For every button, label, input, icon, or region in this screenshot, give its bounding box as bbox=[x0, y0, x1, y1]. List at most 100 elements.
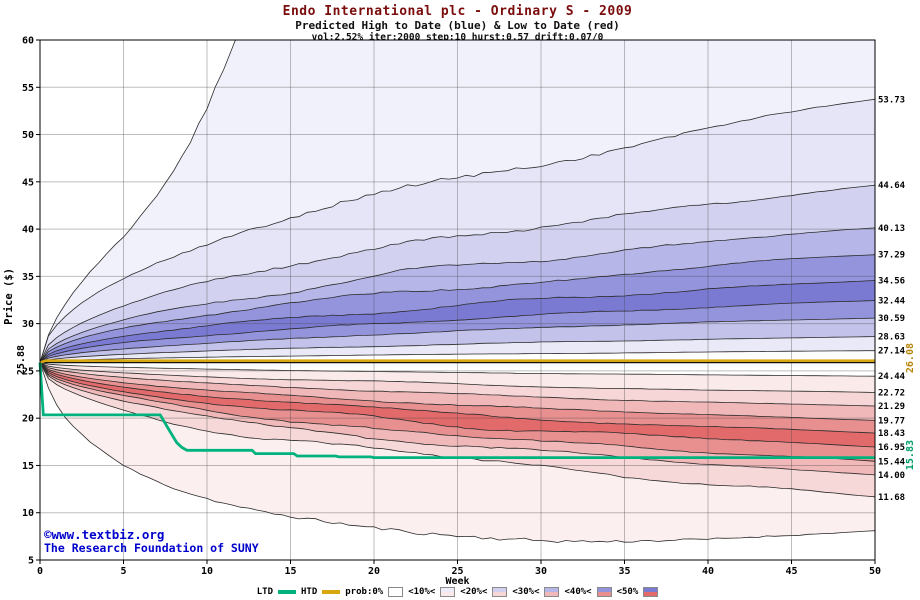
y-tick-label: 20 bbox=[22, 414, 34, 425]
low-end-label: 15.44 bbox=[878, 457, 906, 467]
x-tick-label: 40 bbox=[702, 566, 714, 577]
legend-band-swatch bbox=[596, 587, 612, 597]
watermark-site: ©www.textbiz.org bbox=[44, 527, 165, 542]
x-tick-label: 50 bbox=[869, 566, 881, 577]
x-tick-label: 5 bbox=[120, 566, 126, 577]
high-end-label: 27.14 bbox=[878, 347, 906, 357]
y-tick-label: 25 bbox=[22, 366, 34, 377]
legend-band-swatch bbox=[544, 587, 560, 597]
y-tick-label: 5 bbox=[28, 556, 34, 567]
high-band bbox=[40, 318, 875, 363]
high-percentile-curve bbox=[40, 98, 875, 363]
low-end-label: 21.29 bbox=[878, 402, 905, 412]
high-band bbox=[40, 227, 875, 363]
high-band bbox=[40, 99, 875, 363]
high-end-label: 40.13 bbox=[878, 224, 905, 234]
legend-htd-label: HTD bbox=[301, 587, 318, 597]
y-axis-title: Price ($) bbox=[3, 268, 15, 325]
low-percentile-curve bbox=[40, 362, 875, 393]
high-band bbox=[40, 185, 875, 363]
legend-band-label: <30%< bbox=[512, 587, 540, 597]
legend-band-label: <20%< bbox=[460, 587, 488, 597]
y-tick-label: 15 bbox=[22, 461, 34, 472]
watermark-org: The Research Foundation of SUNY bbox=[44, 541, 259, 555]
chart-params: vol:2.52% iter:2000 step:10 hurst:0.57 d… bbox=[311, 31, 604, 43]
high-end-label: 34.56 bbox=[878, 277, 905, 287]
high-percentile-curve bbox=[40, 254, 875, 363]
high-percentile-curve bbox=[40, 350, 875, 363]
legend-band-label: <10%< bbox=[408, 587, 436, 597]
y-tick-label: 35 bbox=[22, 272, 34, 283]
legend-band-label: <40%< bbox=[564, 587, 592, 597]
legend-prob-label: prob:0% bbox=[345, 587, 384, 597]
x-tick-label: 15 bbox=[284, 566, 296, 577]
high-end-label: 28.63 bbox=[878, 333, 905, 343]
high-end-label: 53.73 bbox=[878, 95, 905, 105]
percentile-curves bbox=[40, 40, 875, 543]
x-tick-label: 30 bbox=[535, 566, 547, 577]
x-tick-label: 25 bbox=[451, 566, 463, 577]
low-end-label: 19.77 bbox=[878, 416, 905, 426]
high-band bbox=[40, 336, 875, 363]
low-end-label: 24.44 bbox=[878, 372, 906, 382]
high-percentile-curve bbox=[40, 227, 875, 363]
high-percentile-curve bbox=[40, 317, 875, 363]
low-end-label: 18.43 bbox=[878, 429, 905, 439]
x-tick-label: 20 bbox=[368, 566, 380, 577]
high-percentile-curve bbox=[40, 300, 875, 363]
x-tick-label: 10 bbox=[201, 566, 213, 577]
x-tick-label: 0 bbox=[37, 566, 43, 577]
low-end-label: 22.72 bbox=[878, 388, 905, 398]
legend-ltd-label: LTD bbox=[256, 587, 273, 597]
ltd-value-label: 15.83 bbox=[905, 440, 916, 471]
y-tick-label: 45 bbox=[22, 177, 34, 188]
low-band bbox=[40, 362, 875, 475]
y-tick-label: 10 bbox=[22, 508, 34, 519]
high-probability-bands bbox=[40, 40, 875, 363]
low-end-label: 11.68 bbox=[878, 493, 905, 503]
gridlines bbox=[40, 40, 875, 560]
start-price-label: 25.88 bbox=[16, 345, 27, 376]
low-band bbox=[40, 362, 875, 421]
chart-subtitle: Predicted High to Date (blue) & Low to D… bbox=[295, 18, 620, 32]
low-band bbox=[40, 362, 875, 497]
legend-band-swatch bbox=[643, 587, 659, 597]
legend-band-swatch bbox=[492, 587, 508, 597]
low-band bbox=[40, 362, 875, 447]
y-tick-label: 50 bbox=[22, 130, 34, 141]
htd-value-label: 26.08 bbox=[905, 343, 916, 374]
low-end-label: 16.95 bbox=[878, 443, 905, 453]
low-band bbox=[40, 362, 875, 406]
low-band bbox=[40, 362, 875, 543]
chart-header: Endo International plc - Ordinary S - 20… bbox=[40, 4, 875, 44]
low-end-label: 14.00 bbox=[878, 471, 905, 481]
axis-ticks: 0 5 10 15 20 25 30 35 40 45 5051015202530354045505… bbox=[22, 36, 881, 578]
low-percentile-curve bbox=[40, 362, 875, 462]
legend-htd-swatch bbox=[322, 590, 341, 594]
high-band bbox=[40, 300, 875, 363]
y-tick-label: 55 bbox=[22, 83, 34, 94]
low-percentile-curve bbox=[40, 362, 875, 448]
x-tick-label: 35 bbox=[618, 566, 630, 577]
high-end-label: 32.44 bbox=[878, 297, 906, 307]
high-end-label: 30.59 bbox=[878, 314, 905, 324]
x-axis-title: Week bbox=[445, 576, 470, 587]
high-percentile-curve bbox=[40, 280, 875, 363]
y-tick-label: 40 bbox=[22, 225, 34, 236]
right-value-labels: 53.73 44.64 40.13 37.29 34.56 32.44 30.59 28.63… bbox=[878, 95, 906, 503]
low-band bbox=[40, 362, 875, 462]
low-percentile-curve bbox=[40, 362, 875, 543]
high-band bbox=[40, 280, 875, 363]
legend-ltd-swatch bbox=[278, 590, 296, 594]
low-percentile-curve bbox=[40, 362, 875, 421]
legend-prob0-swatch bbox=[388, 587, 404, 597]
y-tick-label: 60 bbox=[22, 36, 34, 47]
low-probability-bands bbox=[40, 362, 875, 543]
low-percentile-curve bbox=[40, 362, 875, 407]
low-percentile-curve bbox=[40, 362, 875, 377]
high-band bbox=[40, 40, 875, 363]
low-band bbox=[40, 362, 875, 433]
watermark: ©www.textbiz.org The Research Foundation… bbox=[44, 527, 259, 556]
